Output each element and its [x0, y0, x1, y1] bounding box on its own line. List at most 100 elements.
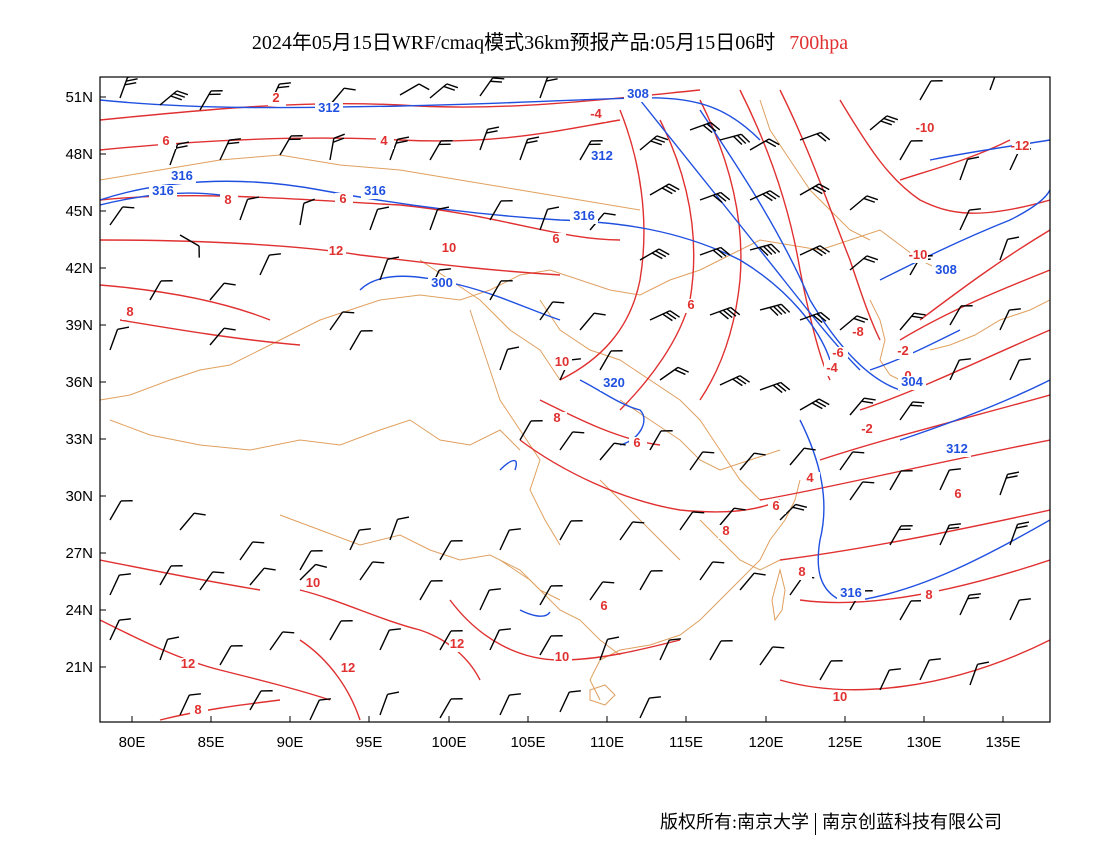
label-background: [190, 704, 208, 718]
wind-barb: [499, 528, 521, 551]
wind-barb: [959, 156, 980, 181]
lat-tick-label: 39N: [65, 317, 93, 334]
geopotential-contour-label: 312: [591, 148, 613, 163]
temperature-contour-label: -2: [861, 421, 873, 436]
wind-barb: [279, 135, 303, 156]
wind-barb: [1009, 358, 1031, 381]
wind-barb: [309, 698, 331, 721]
wind-barb: [999, 308, 1021, 331]
fujian-boundary: [699, 519, 781, 571]
wind-barb: [739, 452, 766, 471]
label-background: [449, 638, 467, 652]
wind-barb: [219, 645, 243, 666]
geopotential-contour-label: 316: [171, 168, 193, 183]
wind-barb: [889, 470, 913, 491]
wind-barb: [989, 77, 999, 91]
wind-barb: [559, 431, 585, 451]
taiwan-island: [771, 568, 786, 622]
wind-barb: [639, 135, 669, 151]
lat-tick-label: 36N: [65, 374, 93, 391]
wind-barb: [749, 138, 780, 151]
label-background: [837, 587, 865, 601]
chart-title: 2024年05月15日WRF/cmaq模式36km预报产品:05月15日06时 7…: [0, 26, 1100, 55]
label-background: [832, 691, 850, 705]
longitude-axis: 80E 85E 90E 95E 100E 105E 110E 115E 120E 125E 130E…: [119, 716, 1021, 751]
wind-barb: [709, 306, 741, 320]
label-background: [1012, 140, 1030, 154]
geopotential-contour-label: 316: [840, 585, 862, 600]
wind-barb: [939, 523, 961, 546]
coastline: [589, 479, 801, 701]
wind-barbs: [109, 77, 1031, 721]
temperature-contour-label: 4: [806, 470, 814, 485]
copyright-right: 南京创蓝科技有限公司: [822, 812, 1003, 832]
label-background: [910, 249, 928, 263]
wind-barb: [499, 346, 520, 371]
label-background: [768, 500, 786, 514]
label-background: [376, 135, 394, 149]
wind-barb: [379, 691, 400, 716]
wind-barb: [299, 563, 328, 581]
label-background: [596, 600, 614, 614]
lon-tick-label: 135E: [985, 734, 1020, 751]
wind-barb: [159, 565, 183, 586]
wind-barb: [759, 381, 791, 394]
wind-barb: [429, 206, 450, 231]
label-background: [917, 122, 935, 136]
label-background: [328, 245, 346, 259]
label-background: [600, 377, 628, 391]
lat-tick-label: 42N: [65, 260, 93, 277]
wind-barb: [719, 133, 751, 145]
wind-barb: [159, 90, 189, 106]
temperature-contour-label: 8: [925, 587, 932, 602]
wind-barb: [439, 540, 463, 561]
wind-barb: [779, 503, 808, 521]
wind-barb: [719, 375, 750, 387]
temperature-contour-label: 10: [555, 354, 569, 369]
lat-tick-label: 24N: [65, 602, 93, 619]
label-background: [220, 194, 238, 208]
wind-barb: [589, 581, 615, 601]
wind-barb: [299, 550, 323, 571]
geopotential-contour-label: 308: [627, 86, 649, 101]
temperature-contour-label: 4: [380, 133, 388, 148]
tibet-boundary: [109, 419, 521, 451]
label-background: [794, 566, 812, 580]
lat-tick-label: 48N: [65, 146, 93, 163]
temperature-contour-label: 8: [224, 192, 231, 207]
wind-barb: [519, 420, 543, 441]
temperature-contour-label: 12: [450, 636, 464, 651]
label-background: [305, 577, 323, 591]
wind-barb: [699, 561, 725, 581]
temperature-contour-label: 6: [339, 191, 346, 206]
wind-barb: [259, 253, 281, 276]
lon-tick-label: 115E: [669, 734, 703, 751]
lon-tick-label: 125E: [827, 734, 862, 751]
temperature-contour-label: 6: [552, 231, 559, 246]
wind-barb: [329, 311, 355, 331]
wind-barb: [799, 183, 830, 196]
lat-tick-label: 33N: [65, 431, 93, 448]
label-background: [921, 589, 939, 603]
wind-barb: [799, 245, 830, 257]
temperature-contour-label: 6: [600, 598, 607, 613]
wind-barb: [109, 326, 130, 351]
copyright-separator: [815, 812, 817, 835]
wind-barb: [419, 580, 443, 601]
china-outline: [100, 229, 941, 401]
label-background: [850, 326, 868, 340]
lon-tick-label: 85E: [198, 734, 225, 751]
province-boundaries: [100, 99, 1050, 706]
title-pressure-level: 700hpa: [789, 32, 849, 54]
wind-barb: [109, 573, 131, 596]
wind-barb: [749, 243, 781, 257]
temperature-contour-label: 8: [553, 410, 560, 425]
wind-barb: [659, 366, 689, 381]
wind-barb: [179, 234, 200, 258]
wind-barb: [889, 525, 913, 546]
wind-barb: [659, 638, 681, 661]
wind-barb: [689, 451, 715, 471]
temperature-contour-label: -6: [832, 345, 844, 360]
wind-barb: [199, 571, 225, 591]
